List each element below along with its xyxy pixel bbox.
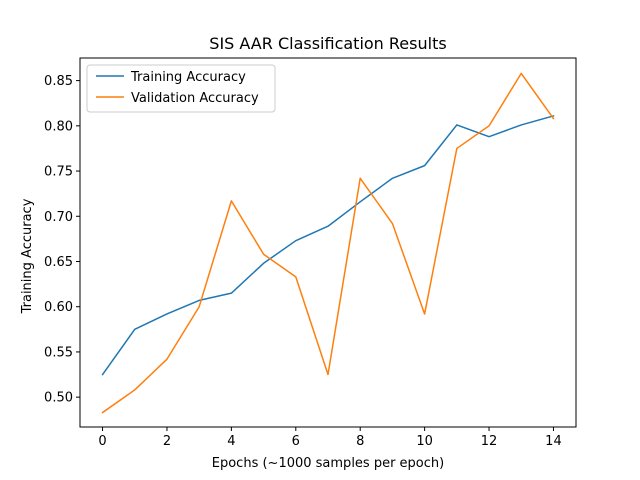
x-tick-label: 2 (163, 434, 171, 449)
legend-box (86, 64, 276, 113)
y-tick-label: 0.70 (44, 210, 73, 225)
series-line-validation (101, 72, 555, 414)
y-tick-label: 0.50 (44, 391, 73, 406)
x-tick-label: 8 (356, 434, 364, 449)
x-tick-label: 6 (292, 434, 300, 449)
series-layer (101, 72, 555, 414)
x-tick-label: 4 (227, 434, 235, 449)
y-tick-label: 0.80 (44, 119, 73, 134)
x-tick-label: 14 (545, 434, 562, 449)
legend-label-validation: Validation Accuracy (131, 91, 259, 106)
y-axis-label: Training Accuracy (20, 198, 35, 314)
y-tick-label: 0.85 (44, 74, 73, 89)
x-axis-label: Epochs (~1000 samples per epoch) (212, 456, 444, 471)
x-tick-label: 10 (416, 434, 433, 449)
chart-title: SIS AAR Classification Results (209, 34, 446, 53)
y-tick-label: 0.60 (44, 300, 73, 315)
ticks-layer: 0 2 4 6 8 10 12 14 0.50 0.55 0.60 0.65 0.70 0.75 0.80 0… (44, 74, 562, 449)
y-tick-label: 0.75 (44, 165, 73, 180)
legend-label-training: Training Accuracy (130, 70, 246, 85)
x-tick-label: 12 (481, 434, 498, 449)
legend: Training Accuracy Validation Accuracy (86, 64, 276, 113)
y-tick-label: 0.55 (44, 345, 73, 360)
plot-frame (79, 57, 577, 428)
y-tick-label: 0.65 (44, 255, 73, 270)
x-tick-label: 0 (98, 434, 106, 449)
